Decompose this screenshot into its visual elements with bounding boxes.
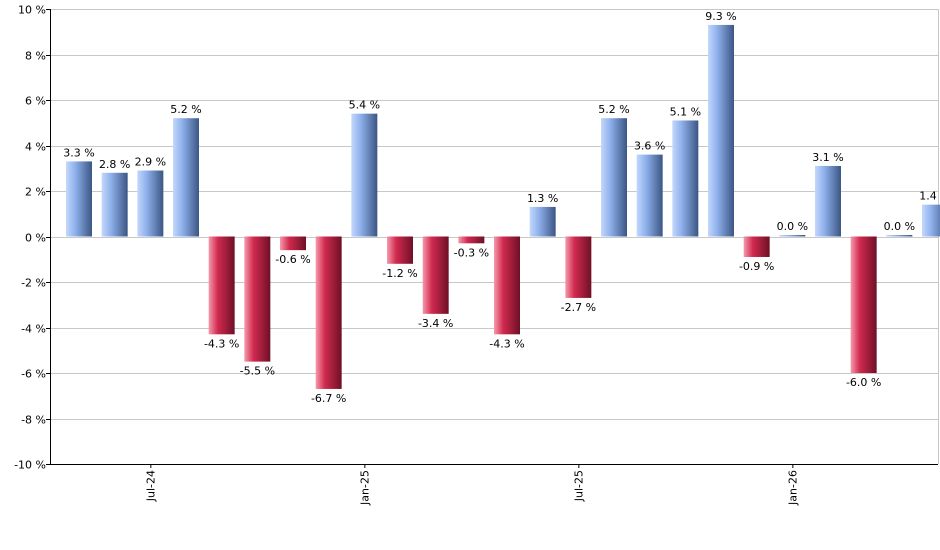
y-tick-label: 4 % <box>25 141 46 154</box>
bar-negative <box>422 236 449 314</box>
bar-positive <box>708 24 734 237</box>
bar-positive <box>601 118 627 237</box>
bar-value-label: 5.2 % <box>598 103 629 116</box>
bar-positive <box>779 235 806 237</box>
bar-value-label: 5.2 % <box>170 103 201 116</box>
bar-value-label: -0.9 % <box>739 260 774 273</box>
bar-value-label: -0.6 % <box>275 253 310 266</box>
bar-value-label: 3.3 % <box>63 146 94 159</box>
bar-value-label: 3.6 % <box>634 140 665 153</box>
bar-negative <box>280 236 306 251</box>
bar-positive <box>815 165 841 237</box>
bar-negative <box>208 236 235 335</box>
bar-negative <box>387 236 413 264</box>
bar-value-label: 0.0 % <box>884 220 915 233</box>
bar-negative <box>850 236 877 373</box>
y-tick-label: 2 % <box>25 186 46 199</box>
bar-value-label: 9.3 % <box>705 10 736 23</box>
bar-negative <box>743 236 770 257</box>
bar-value-label: -6.0 % <box>846 376 881 389</box>
bar-positive <box>351 113 378 237</box>
bar-positive <box>886 235 913 237</box>
x-tick-label: Jan-26 <box>786 470 799 506</box>
bar-positive <box>137 170 164 237</box>
bar-positive <box>672 120 699 237</box>
bar-positive <box>922 204 940 237</box>
bar-value-label: -6.7 % <box>311 392 346 405</box>
bar-value-label: -0.3 % <box>454 246 489 259</box>
bar-value-label: -3.4 % <box>418 317 453 330</box>
y-tick-labels: 10 % 8 % 6 % 4 % 2 % 0 % -2 % -4 % -6 % -8 % -10 % <box>14 4 46 472</box>
bar-value-label: 2.8 % <box>99 158 130 171</box>
x-tick-label: Jan-25 <box>358 470 371 506</box>
data-labels: 3.3 % 2.8 % 2.9 % 5.2 % -4.3 % -5.5 % -0.6 % -6… <box>63 10 940 405</box>
bar-value-label: -4.3 % <box>489 337 524 350</box>
x-tick-label: Jul-25 <box>572 470 585 502</box>
axes <box>46 9 939 465</box>
y-tick-label: 10 % <box>18 4 46 17</box>
bars <box>66 24 940 389</box>
bar-negative <box>458 236 485 244</box>
bar-value-label: 2.9 % <box>135 156 166 169</box>
bar-negative <box>565 236 592 298</box>
bar-value-label: -2.7 % <box>561 301 596 314</box>
y-tick-label: -10 % <box>14 459 46 472</box>
bar-value-label: 5.1 % <box>670 105 701 118</box>
bar-positive <box>173 118 199 237</box>
y-tick-label: 0 % <box>25 232 46 245</box>
bar-value-label: 1.4 % <box>919 190 940 203</box>
bar-negative <box>315 236 342 389</box>
bar-value-label: 1.3 % <box>527 192 558 205</box>
y-tick-label: -4 % <box>21 323 46 336</box>
bar-value-label: 3.1 % <box>812 151 843 164</box>
bar-value-label: -4.3 % <box>204 337 239 350</box>
y-tick-label: 8 % <box>25 50 46 63</box>
bar-negative <box>244 236 271 362</box>
y-tick-label: -2 % <box>21 277 46 290</box>
y-tick-label: 6 % <box>25 95 46 108</box>
bar-value-label: 5.4 % <box>349 99 380 112</box>
bar-value-label: -1.2 % <box>382 267 417 280</box>
bar-positive <box>101 172 128 237</box>
x-tick-labels: Jul-24 Jan-25 Jul-25 Jan-26 <box>144 464 799 506</box>
bar-value-label: 0.0 % <box>777 220 808 233</box>
bar-negative <box>494 236 520 335</box>
bar-positive <box>636 154 663 237</box>
bar-value-label: -5.5 % <box>240 365 275 378</box>
bar-positive <box>66 161 92 237</box>
bar-positive <box>529 206 556 237</box>
x-tick-label: Jul-24 <box>144 470 157 502</box>
y-tick-label: -8 % <box>21 414 46 427</box>
y-tick-label: -6 % <box>21 368 46 381</box>
